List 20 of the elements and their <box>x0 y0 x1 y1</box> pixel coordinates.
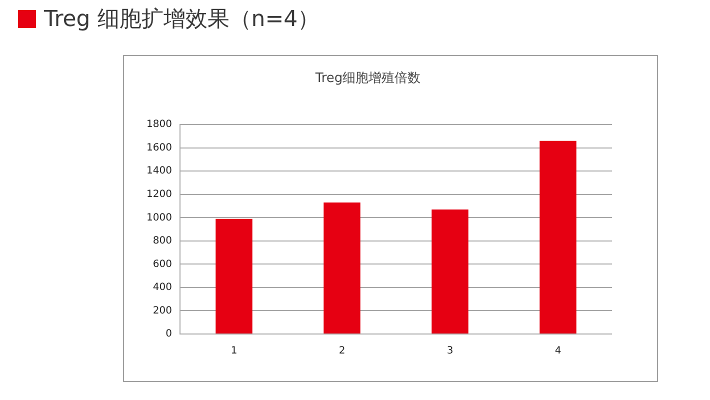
bar <box>432 210 468 334</box>
y-tick-label: 800 <box>152 236 172 247</box>
x-tick-label: 4 <box>554 346 562 357</box>
y-tick-label: 400 <box>152 282 172 294</box>
bar <box>216 218 252 334</box>
y-tick-label: 200 <box>152 305 172 316</box>
y-tick-label: 1800 <box>146 119 172 130</box>
bar <box>324 202 360 334</box>
y-tick-label: 1400 <box>146 166 172 177</box>
x-tick-label: 1 <box>230 346 238 357</box>
y-tick-label: 1000 <box>146 212 172 224</box>
chart-subtitle: Treg细胞增殖倍数 <box>314 71 421 86</box>
y-tick-label: 0 <box>166 328 172 340</box>
bar <box>540 140 576 334</box>
y-tick-label: 1200 <box>146 188 172 200</box>
y-tick-label: 1600 <box>146 142 172 154</box>
x-tick-label: 3 <box>446 346 454 357</box>
y-tick-label: 600 <box>152 258 172 270</box>
x-tick-label: 2 <box>338 346 346 357</box>
chart-title: Treg 细胞扩增效果（n=4） <box>44 6 320 34</box>
